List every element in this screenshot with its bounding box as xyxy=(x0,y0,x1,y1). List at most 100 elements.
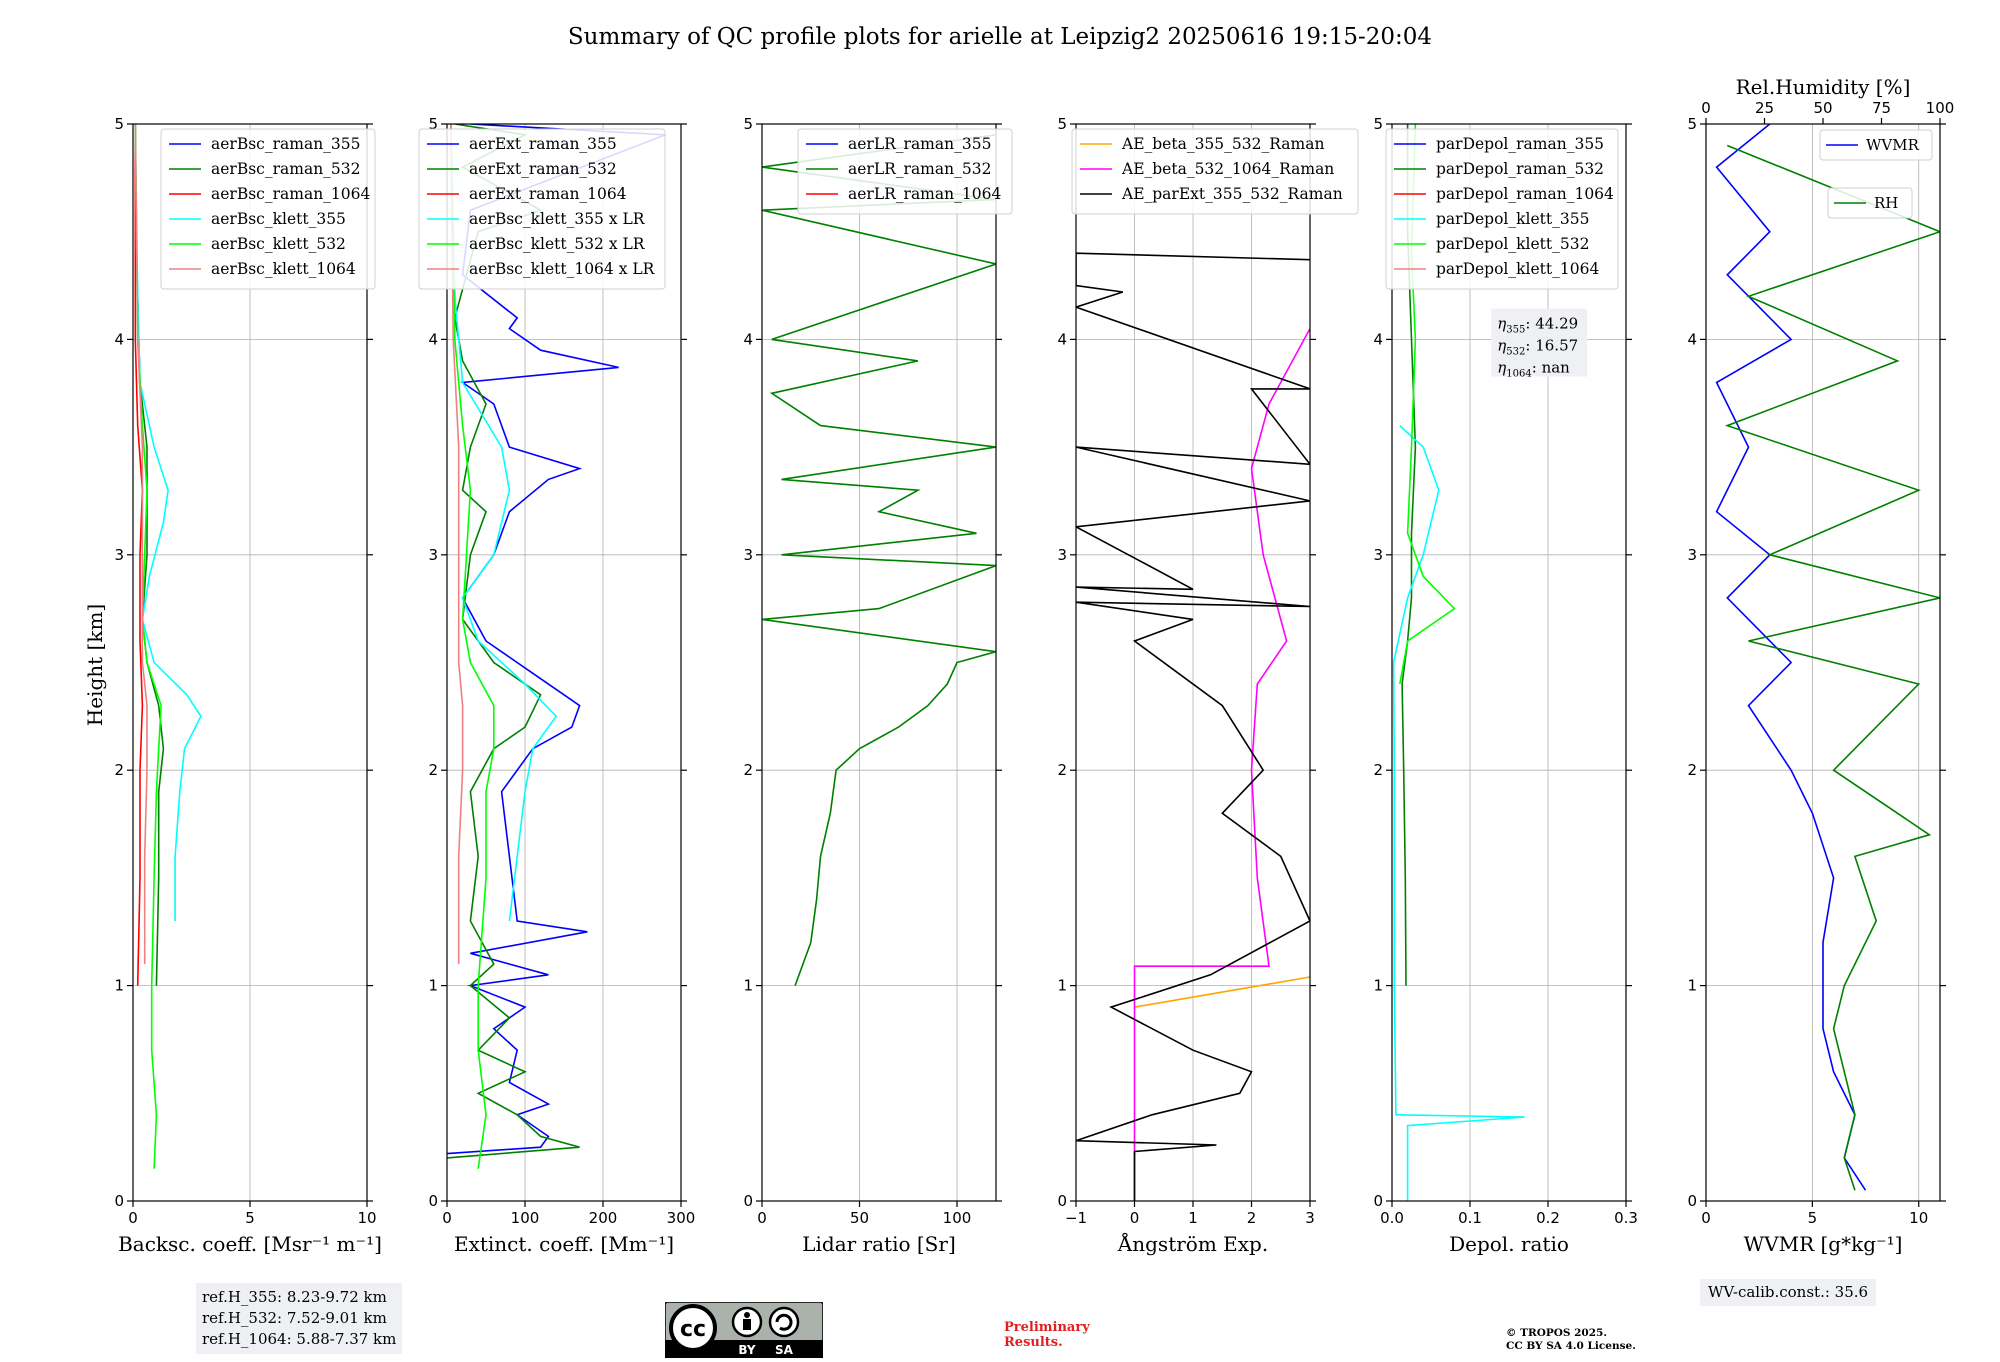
y-tick-label: 3 xyxy=(1687,546,1697,564)
panel-lidar_ratio: 0 50 100 0 1 2 3 4 5 Lidar ratio [Sr] aerLR_raman_… xyxy=(743,115,1013,1256)
y-tick-label: 2 xyxy=(1687,761,1697,779)
eta-355-label: η355: 44.29 xyxy=(1497,315,1578,336)
figure-title: Summary of QC profile plots for arielle … xyxy=(568,24,1432,50)
x-tick-label: 0 xyxy=(757,1209,767,1227)
x2-tick-label: 50 xyxy=(1813,99,1832,117)
legend-label: aerLR_raman_355 xyxy=(848,135,991,153)
legend-box xyxy=(418,128,666,290)
legend-label: parDepol_klett_532 xyxy=(1436,235,1589,253)
legend-label: aerBsc_raman_1064 xyxy=(211,185,371,203)
panel-extinction: 0 100 200 300 0 1 2 3 4 5 Extinct. coeff. [Mm⁻¹] ae… xyxy=(418,115,695,1256)
eta-532-label: η532: 16.57 xyxy=(1497,337,1578,358)
y-tick-label: 4 xyxy=(743,330,753,348)
y-tick-label: 3 xyxy=(1057,546,1067,564)
x-tick-label: 0.3 xyxy=(1614,1209,1638,1227)
legend-label: aerBsc_klett_1064 xyxy=(211,260,356,278)
series-line-aerBsc-klett-355-x-LR xyxy=(450,124,558,922)
y-tick-label: 5 xyxy=(1057,115,1067,133)
copyright-line-1: © TROPOS 2025. xyxy=(1506,1327,1608,1339)
legend-label: aerBsc_klett_532 xyxy=(211,235,346,253)
copyright-note: © TROPOS 2025. CC BY SA 4.0 License. xyxy=(1506,1327,1636,1353)
plot-frame xyxy=(761,123,997,1202)
y-tick-label: 0 xyxy=(1687,1192,1697,1210)
x-tick-label: 0.1 xyxy=(1458,1209,1482,1227)
y-tick-label: 0 xyxy=(114,1192,124,1210)
ref-height-532: ref.H_532: 7.52-9.01 km xyxy=(202,1309,387,1327)
series-line-aerLR-raman-532 xyxy=(762,134,996,986)
y-tick-label: 5 xyxy=(743,115,753,133)
panel-backscatter: 0 5 10 0 1 2 3 4 5 Backsc. coeff. [Msr⁻¹ m⁻¹] aerB… xyxy=(114,115,381,1256)
legend-label: aerExt_raman_532 xyxy=(469,160,617,178)
series-line-aerBsc-klett-532-x-LR xyxy=(450,124,495,1169)
cc-sa-label: SA xyxy=(775,1343,794,1357)
x-tick-label: 5 xyxy=(245,1209,255,1227)
y-tick-label: 4 xyxy=(114,330,124,348)
reference-heights-box: ref.H_355: 8.23-9.72 km ref.H_532: 7.52-… xyxy=(196,1283,403,1354)
eta-1064-label: η1064: nan xyxy=(1497,359,1570,380)
x-tick-label: 0 xyxy=(128,1209,138,1227)
legend-label: aerBsc_raman_532 xyxy=(211,160,361,178)
y-tick-label: 0 xyxy=(1057,1192,1067,1210)
x-tick-label: 0 xyxy=(442,1209,452,1227)
y-tick-label: 5 xyxy=(114,115,124,133)
y-tick-label: 4 xyxy=(1687,330,1697,348)
legend-label: aerBsc_klett_355 x LR xyxy=(469,210,646,228)
plot-frame xyxy=(1391,123,1627,1202)
legend-label: AE_parExt_355_532_Raman xyxy=(1121,185,1343,203)
legend-label: aerExt_raman_1064 xyxy=(469,185,627,203)
x-tick-label: 1 xyxy=(1188,1209,1198,1227)
y-tick-label: 2 xyxy=(428,761,438,779)
y-tick-label: 1 xyxy=(1373,977,1383,995)
legend-box xyxy=(1819,129,1933,161)
y-tick-label: 1 xyxy=(743,977,753,995)
x-tick-label: 200 xyxy=(589,1209,618,1227)
y-tick-label: 4 xyxy=(1373,330,1383,348)
x-tick-label: 0.0 xyxy=(1380,1209,1404,1227)
x-tick-label: 3 xyxy=(1305,1209,1315,1227)
legend-box xyxy=(160,128,376,290)
series-line-AE-parExt-355-532-Raman xyxy=(1076,252,1310,1201)
x-tick-label: 10 xyxy=(357,1209,376,1227)
plot-frame xyxy=(446,123,682,1202)
legend-label: AE_beta_532_1064_Raman xyxy=(1121,160,1334,178)
legend-label: parDepol_raman_532 xyxy=(1436,160,1604,178)
x-axis-label: Extinct. coeff. [Mm⁻¹] xyxy=(454,1232,674,1256)
series-line-parDepol-raman-532 xyxy=(1401,124,1417,986)
eta-box xyxy=(1491,308,1588,377)
legend-label: WVMR xyxy=(1866,136,1920,154)
legend-label: aerBsc_raman_355 xyxy=(211,135,361,153)
panel-depolarization: 0.0 0.1 0.2 0.3 0 1 2 3 4 5 Depol. ratio parDepol_r… xyxy=(1373,115,1637,1256)
series-line-aerBsc-klett-532 xyxy=(134,124,162,1169)
preliminary-results-note: Preliminary Results. xyxy=(1004,1320,1090,1350)
y-tick-label: 2 xyxy=(743,761,753,779)
y-tick-label: 2 xyxy=(114,761,124,779)
legend-label: aerBsc_klett_532 x LR xyxy=(469,235,646,253)
series-line-aerExt-raman-355 xyxy=(447,124,666,1155)
legend-box xyxy=(1385,128,1619,290)
legend-label: aerBsc_klett_1064 x LR xyxy=(469,260,656,278)
y-tick-label: 0 xyxy=(428,1192,438,1210)
x-tick-label: 2 xyxy=(1247,1209,1257,1227)
ref-height-1064: ref.H_1064: 5.88-7.37 km xyxy=(202,1330,397,1348)
series-line-aerBsc-klett-1064 xyxy=(134,124,148,965)
x-tick-label: 0 xyxy=(1130,1209,1140,1227)
x-axis-label: Lidar ratio [Sr] xyxy=(802,1232,956,1256)
series-group xyxy=(1076,252,1310,1201)
x-axis-label: Depol. ratio xyxy=(1449,1232,1569,1256)
series-group xyxy=(1715,124,1940,1191)
x2-tick-label: 0 xyxy=(1701,99,1711,117)
legend-box xyxy=(1827,187,1913,219)
series-line-WVMR xyxy=(1715,124,1867,1191)
series-line-RH xyxy=(1724,144,1940,1191)
legend-label: parDepol_raman_1064 xyxy=(1436,185,1614,203)
x-axis-label: WVMR [g*kg⁻¹] xyxy=(1744,1232,1903,1256)
y-tick-label: 1 xyxy=(428,977,438,995)
cc-by-sa-icon: cc BY SA xyxy=(664,1301,824,1359)
legend-label: AE_beta_355_532_Raman xyxy=(1121,135,1324,153)
legend-label: parDepol_raman_355 xyxy=(1436,135,1604,153)
y-tick-label: 4 xyxy=(1057,330,1067,348)
series-line-AE-beta-532-1064-Raman xyxy=(1133,328,1310,1201)
